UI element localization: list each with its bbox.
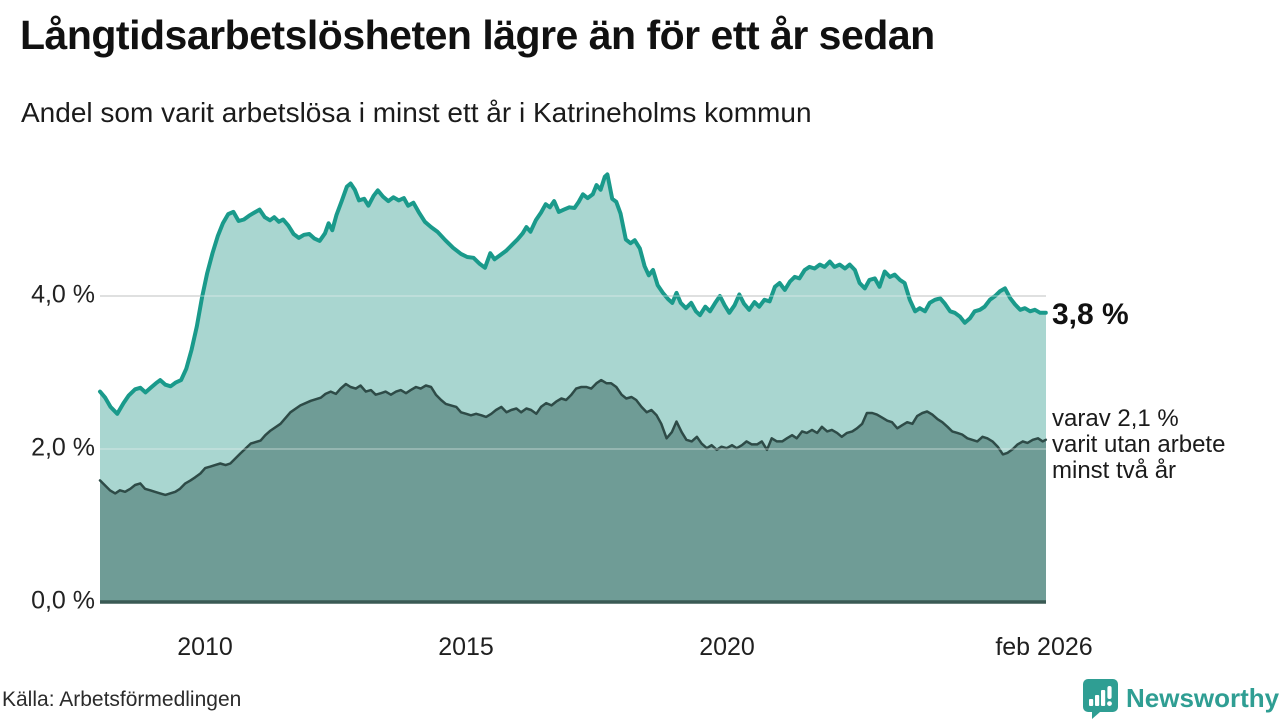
page-title: Långtidsarbetslösheten lägre än för ett …	[20, 12, 935, 58]
x-tick-feb-2026: feb 2026	[995, 633, 1093, 661]
page-subtitle: Andel som varit arbetslösa i minst ett å…	[21, 97, 812, 128]
two-year-annotation: varav 2,1 % varit utan arbete minst två …	[1052, 406, 1225, 484]
x-tick-2015: 2015	[438, 633, 494, 661]
x-tick-2010: 2010	[177, 633, 233, 661]
y-tick-4: 4,0 %	[31, 280, 95, 309]
latest-value-label: 3,8 %	[1052, 298, 1129, 331]
source-note: Källa: Arbetsförmedlingen	[2, 688, 242, 711]
two-year-annotation-line3: minst två år	[1052, 457, 1177, 484]
newsworthy-bubble-chart-icon	[1082, 678, 1119, 719]
x-tick-2020: 2020	[699, 633, 755, 661]
y-tick-0: 0,0 %	[31, 586, 95, 615]
two-year-annotation-line1: varav 2,1 %	[1052, 405, 1179, 432]
newsworthy-logo[interactable]: Newsworthy	[1082, 678, 1279, 719]
two-year-annotation-line2: varit utan arbete	[1052, 431, 1226, 458]
newsworthy-wordmark: Newsworthy	[1126, 683, 1280, 713]
y-tick-2: 2,0 %	[31, 433, 95, 462]
